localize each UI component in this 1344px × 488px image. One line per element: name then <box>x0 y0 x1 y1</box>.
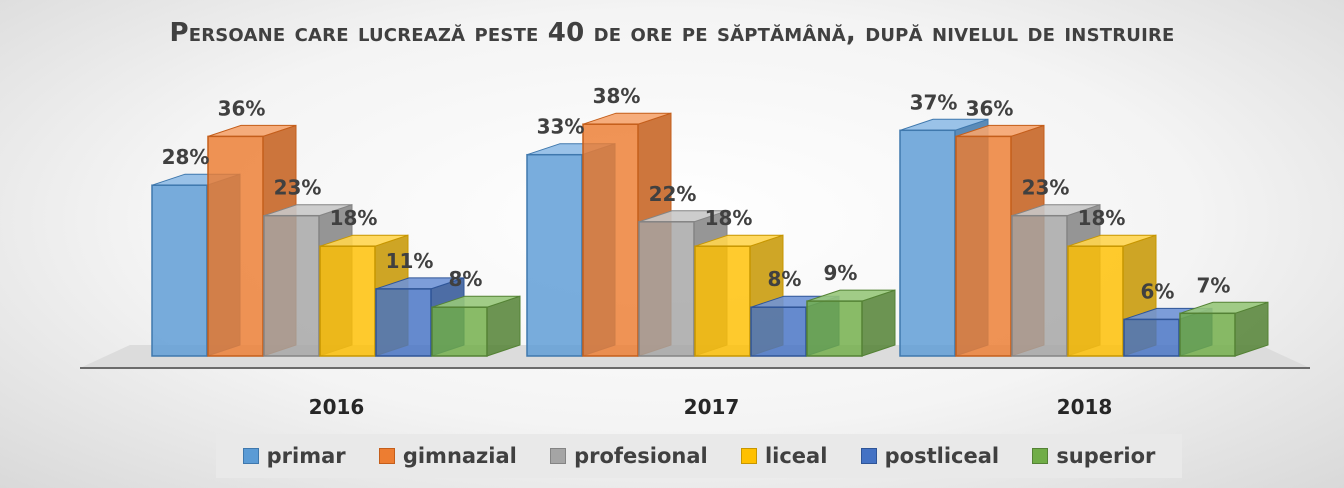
legend-item-primar: primar <box>242 444 346 468</box>
category-label-2016: 2016 <box>309 395 365 419</box>
legend-item-superior: superior <box>1032 444 1155 468</box>
data-label-superior-2018: 7% <box>1197 273 1231 297</box>
data-label-primar-2016: 28% <box>162 145 210 169</box>
data-label-gimnazial-2016: 36% <box>218 96 266 120</box>
chart-bars <box>151 112 1269 357</box>
legend-swatch-liceal <box>740 448 757 464</box>
data-label-superior-2016: 8% <box>449 267 483 291</box>
data-label-primar-2017: 33% <box>537 115 585 139</box>
data-label-profesional-2016: 23% <box>274 176 322 200</box>
legend-item-profesional: profesional <box>550 444 708 468</box>
legend-item-liceal: liceal <box>740 444 828 468</box>
legend-swatch-profesional <box>550 448 567 464</box>
data-label-liceal-2016: 18% <box>330 206 378 230</box>
data-label-gimnazial-2018: 36% <box>966 96 1014 120</box>
category-label-2018: 2018 <box>1057 395 1113 419</box>
data-label-profesional-2017: 22% <box>649 182 697 206</box>
bar-superior-2017 <box>806 289 896 357</box>
data-label-postliceal-2017: 8% <box>768 267 802 291</box>
bar-superior-2016 <box>431 295 521 357</box>
legend-label-primar: primar <box>266 444 346 468</box>
data-label-postliceal-2018: 6% <box>1141 279 1175 303</box>
legend-swatch-gimnazial <box>378 448 395 464</box>
legend-swatch-primar <box>242 448 259 464</box>
legend-label-liceal: liceal <box>764 444 828 468</box>
chart-data-labels: 28% 36% 23% 18% 11% 8% 33% 38% 22% 18% 8% 9% 37% 36% 2… <box>162 84 1231 303</box>
category-label-2017: 2017 <box>684 395 740 419</box>
legend-label-gimnazial: gimnazial <box>402 444 517 468</box>
legend-label-postliceal: postliceal <box>884 444 1000 468</box>
legend-item-postliceal: postliceal <box>860 444 1000 468</box>
legend-swatch-superior <box>1032 448 1049 464</box>
legend-label-superior: superior <box>1056 444 1156 468</box>
data-label-liceal-2018: 18% <box>1078 206 1126 230</box>
data-label-postliceal-2016: 11% <box>386 249 434 273</box>
legend-item-gimnazial: gimnazial <box>378 444 517 468</box>
chart-category-labels: 2016 2017 2018 <box>309 395 1113 419</box>
data-label-profesional-2018: 23% <box>1022 176 1070 200</box>
data-label-primar-2018: 37% <box>910 90 958 114</box>
data-label-superior-2017: 9% <box>824 261 858 285</box>
legend-label-profesional: profesional <box>574 444 708 468</box>
chart-legend: primar gimnazial profesional liceal postlice… <box>216 434 1182 478</box>
data-label-gimnazial-2017: 38% <box>593 84 641 108</box>
legend-swatch-postliceal <box>860 448 877 464</box>
data-label-liceal-2017: 18% <box>705 206 753 230</box>
chart-title: Persoane care lucrează peste 40 de ore p… <box>169 18 1175 48</box>
bar-superior-2018 <box>1179 301 1269 357</box>
bar-liceal-2016 <box>319 234 409 357</box>
